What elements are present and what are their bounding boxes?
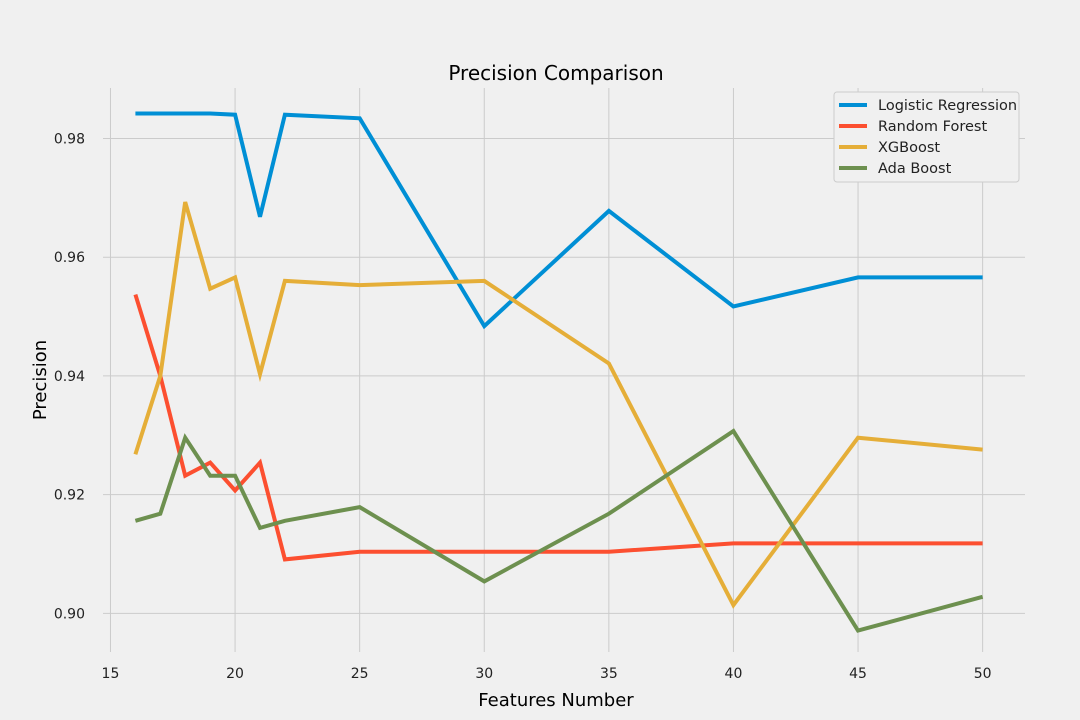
x-tick-label: 25 bbox=[351, 666, 369, 682]
legend-label-xgboost: XGBoost bbox=[878, 140, 940, 156]
y-tick-label: 0.94 bbox=[54, 369, 85, 385]
x-axis-ticks: 15 20 25 30 35 40 45 50 bbox=[102, 666, 992, 682]
legend-box bbox=[833, 91, 1020, 183]
chart-title: Precision Comparison bbox=[448, 61, 663, 85]
x-axis-label: Features Number bbox=[478, 690, 634, 711]
legend: Logistic Regression Random Forest XGBoost A… bbox=[833, 91, 1020, 183]
series-lines bbox=[133, 111, 984, 633]
y-tick-label: 0.96 bbox=[54, 250, 85, 266]
x-tick-label: 15 bbox=[102, 666, 120, 682]
y-tick-label: 0.92 bbox=[54, 488, 85, 504]
x-tick-label: 40 bbox=[725, 666, 743, 682]
y-tick-label: 0.90 bbox=[54, 606, 85, 622]
series-line-xgboost bbox=[133, 201, 983, 609]
y-axis-ticks: 0.90 0.92 0.94 0.96 0.98 bbox=[54, 131, 85, 622]
x-tick-label: 30 bbox=[475, 666, 493, 682]
y-tick-label: 0.98 bbox=[54, 131, 85, 147]
series-line-ada-boost bbox=[134, 428, 984, 633]
x-tick-label: 35 bbox=[600, 666, 618, 682]
series-line-random-forest bbox=[133, 294, 983, 562]
y-axis-label: Precision bbox=[30, 340, 51, 420]
x-tick-label: 45 bbox=[849, 666, 867, 682]
x-tick-label: 20 bbox=[226, 666, 244, 682]
legend-label-random-forest: Random Forest bbox=[878, 119, 987, 135]
legend-label-ada-boost: Ada Boost bbox=[878, 161, 952, 177]
legend-label-logistic-regression: Logistic Regression bbox=[878, 98, 1017, 114]
x-tick-label: 50 bbox=[974, 666, 992, 682]
series-line-logistic-regression bbox=[135, 111, 983, 330]
